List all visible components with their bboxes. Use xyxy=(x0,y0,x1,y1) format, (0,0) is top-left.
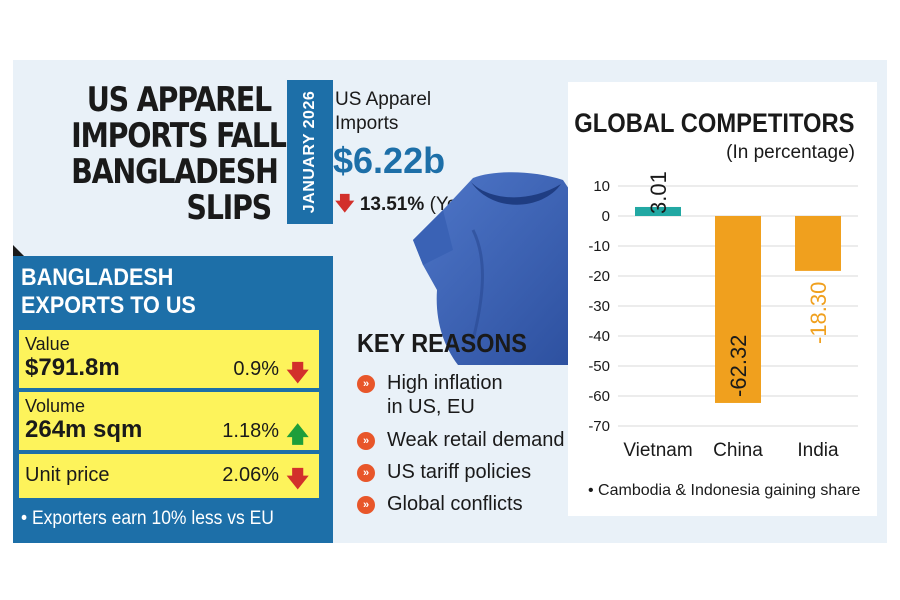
bar xyxy=(715,216,761,403)
reason-item: » Weak retail demand xyxy=(357,428,565,452)
y-tick-label: -20 xyxy=(588,268,610,285)
row-value: $791.8m xyxy=(25,354,120,381)
x-tick-label: China xyxy=(713,440,763,461)
chevron-right-icon: » xyxy=(357,432,375,450)
row-change: 0.9% xyxy=(233,358,279,380)
competitors-card: 10 0 -10 -20 -30 -40 -50 -60 -70 3.01 Vietnam -62.3… xyxy=(568,82,877,516)
date-tab: JANUARY 2026 xyxy=(287,80,333,224)
y-tick-label: -60 xyxy=(588,388,610,405)
headline-line: BANGLADESH xyxy=(71,152,279,192)
x-tick-label: India xyxy=(797,440,839,461)
competitors-chart: 10 0 -10 -20 -30 -40 -50 -60 -70 3.01 Vietnam -62.3… xyxy=(588,171,858,461)
reason-text: High inflation in US, EU xyxy=(387,371,503,419)
down-arrow-icon: 🡇 xyxy=(335,194,355,215)
imports-change-value: 13.51% xyxy=(359,194,425,215)
chart-subtitle: (In percentage) xyxy=(726,142,855,163)
x-tick-label: Vietnam xyxy=(623,440,692,461)
data-label: 3.01 xyxy=(646,171,671,214)
row-label: Unit price xyxy=(25,464,110,486)
y-tick-label: -30 xyxy=(588,298,610,315)
headline-line: IMPORTS FALL, xyxy=(71,116,296,156)
row-change: 1.18% xyxy=(222,420,279,442)
up-arrow-icon: 🡅 xyxy=(286,422,309,447)
export-row-volume: Volume 264m sqm 1.18% 🡅 xyxy=(19,392,319,450)
chart-note: • Cambodia & Indonesia gaining share xyxy=(588,482,861,499)
exports-title: BANGLADESH EXPORTS TO US xyxy=(21,264,196,320)
exports-title-line: BANGLADESH xyxy=(21,264,174,291)
down-arrow-icon: 🡇 xyxy=(286,360,309,385)
imports-label-line: US Apparel xyxy=(335,89,432,110)
y-tick-label: -10 xyxy=(588,238,610,255)
y-tick-label: 0 xyxy=(602,208,610,225)
export-row-unit-price: Unit price 2.06% 🡇 xyxy=(19,454,319,498)
data-label: -18.30 xyxy=(806,282,831,344)
chart-title: GLOBAL COMPETITORS xyxy=(574,108,855,138)
bar xyxy=(635,206,681,216)
y-tick-label: -40 xyxy=(588,328,610,345)
row-label: Value xyxy=(25,334,70,354)
imports-label-line: Imports xyxy=(335,113,399,134)
bar xyxy=(795,216,841,271)
reason-line: in US, EU xyxy=(387,396,475,418)
reason-line: High inflation xyxy=(387,372,503,394)
headline-line: US APPAREL xyxy=(86,80,273,120)
row-value: 264m sqm xyxy=(25,416,143,443)
chevron-right-icon: » xyxy=(357,496,375,514)
down-arrow-icon: 🡇 xyxy=(286,466,309,491)
date-label: JANUARY 2026 xyxy=(301,90,318,214)
panel-corner xyxy=(13,245,25,257)
key-reasons-title: KEY REASONS xyxy=(357,328,527,358)
reason-text: US tariff policies xyxy=(387,461,532,483)
chevron-right-icon: » xyxy=(357,375,375,393)
infographic: US APPAREL IMPORTS FALL, BANGLADESH SLIP… xyxy=(13,60,887,543)
imports-value: $6.22b xyxy=(333,140,446,181)
chevron-right-icon: » xyxy=(357,464,375,482)
y-tick-label: -50 xyxy=(588,358,610,375)
row-change: 2.06% xyxy=(222,464,279,486)
exports-panel: BANGLADESH EXPORTS TO US Value $791.8m 0… xyxy=(13,256,333,543)
data-label: -62.32 xyxy=(726,335,751,397)
y-tick-label: 10 xyxy=(593,178,610,195)
headline-line: SLIPS xyxy=(186,188,272,228)
exports-title-line: EXPORTS TO US xyxy=(21,292,196,319)
tshirt-illustration xyxy=(413,172,583,365)
export-row-value: Value $791.8m 0.9% 🡇 xyxy=(19,330,319,388)
reason-item: » US tariff policies xyxy=(357,460,531,484)
imports-label: US Apparel Imports xyxy=(335,88,431,136)
headline: US APPAREL IMPORTS FALL, BANGLADESH SLIP… xyxy=(71,80,296,228)
reason-text: Weak retail demand xyxy=(387,429,565,451)
reason-text: Global conflicts xyxy=(387,493,523,515)
reason-item: » Global conflicts xyxy=(357,492,523,516)
y-tick-label: -70 xyxy=(588,418,610,435)
row-label: Volume xyxy=(25,396,86,416)
exports-note: • Exporters earn 10% less vs EU xyxy=(21,508,274,529)
reason-item: » High inflation in US, EU xyxy=(357,371,503,419)
